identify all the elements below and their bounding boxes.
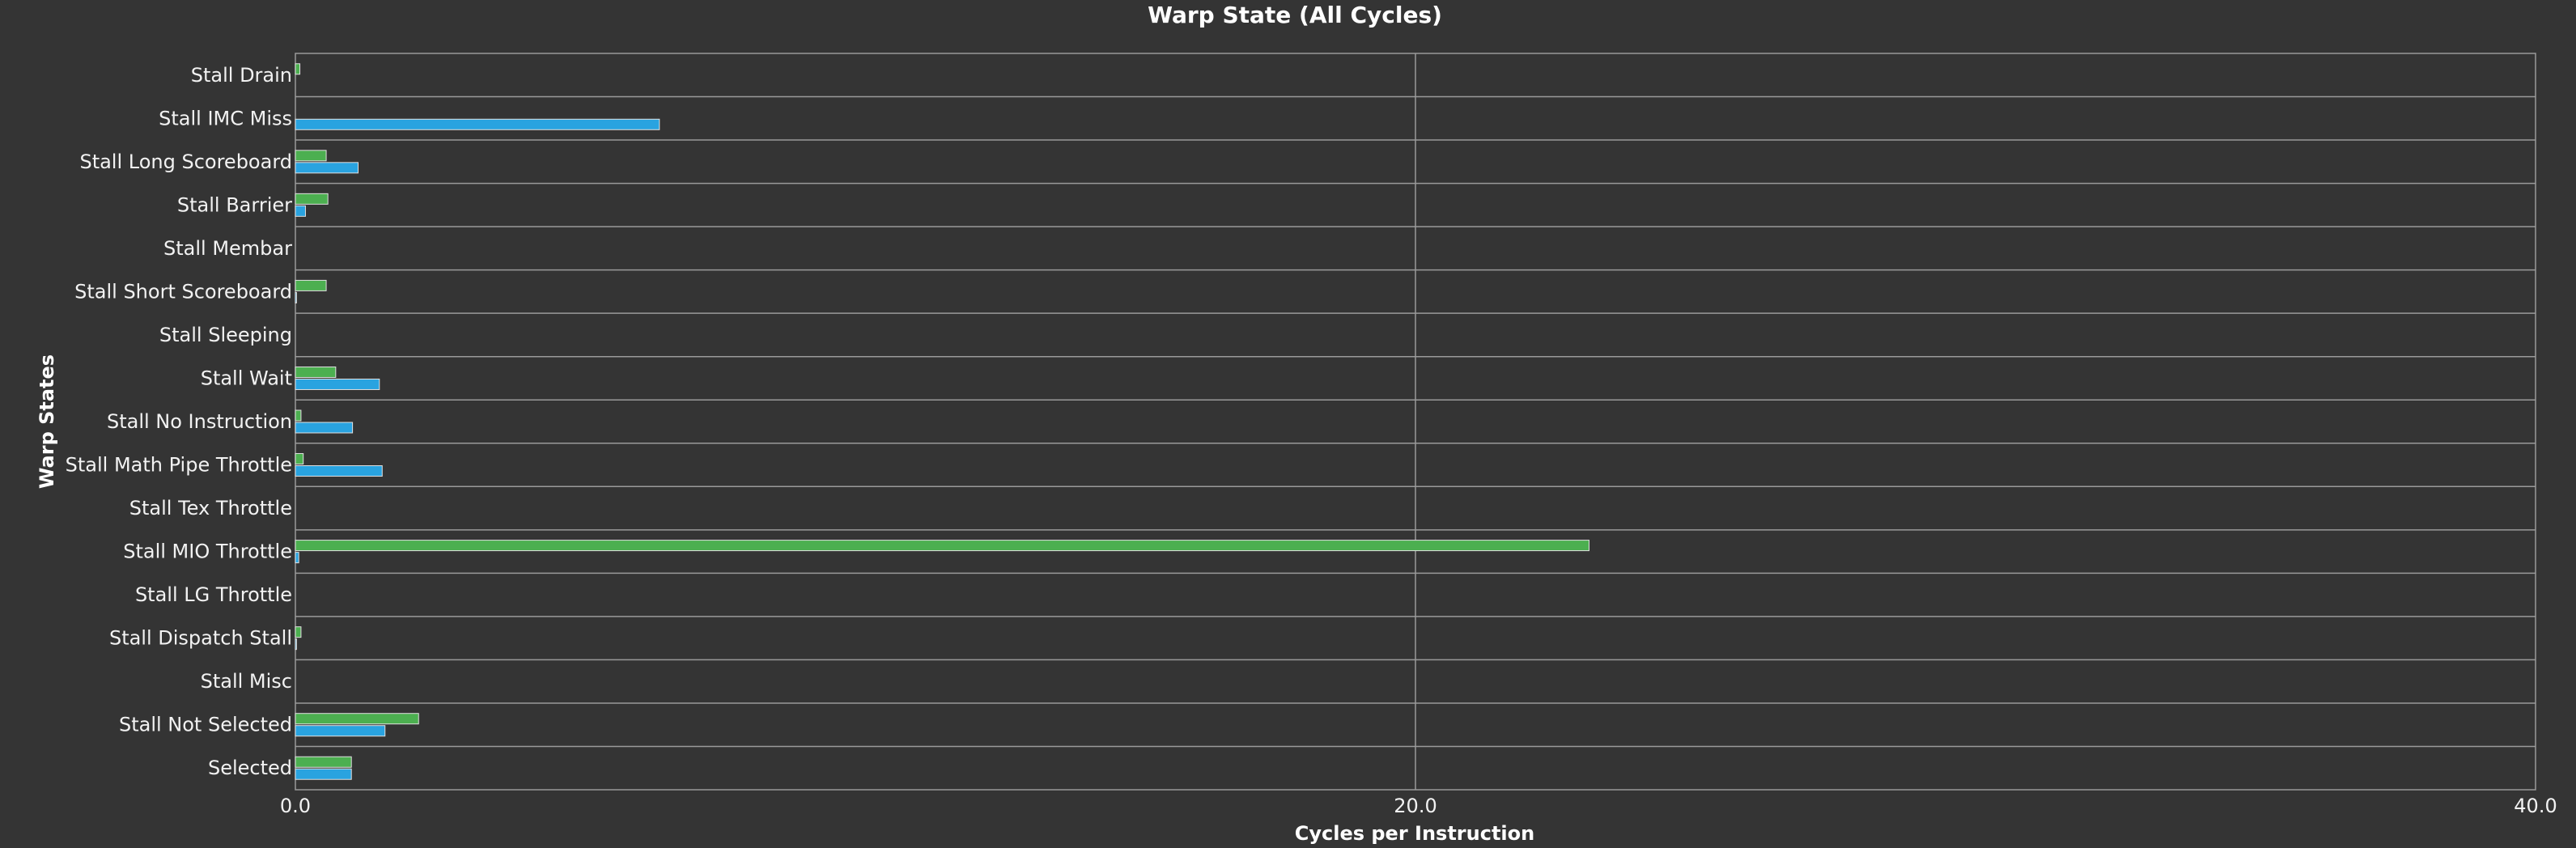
category-label: Stall Sleeping bbox=[159, 324, 292, 346]
category-label: Stall Tex Throttle bbox=[129, 497, 292, 519]
bar-series-2 bbox=[295, 118, 660, 130]
category-label: Stall Long Scoreboard bbox=[79, 151, 292, 173]
bar-series-2 bbox=[295, 162, 359, 174]
bar-series-2 bbox=[295, 205, 306, 217]
category-label: Stall Membar bbox=[163, 237, 292, 260]
category-label: Stall IMC Miss bbox=[159, 107, 292, 129]
category-label: Stall Dispatch Stall bbox=[109, 627, 292, 650]
chart-title: Warp State (All Cycles) bbox=[1148, 2, 1442, 28]
bar-series-1 bbox=[295, 409, 302, 422]
bar-series-2 bbox=[295, 552, 299, 564]
bar-series-1 bbox=[295, 756, 352, 768]
x-tick-label: 0.0 bbox=[280, 795, 311, 817]
x-axis-label: Cycles per Instruction bbox=[1295, 822, 1534, 845]
grid-layer bbox=[295, 53, 2536, 791]
x-tick-label: 40.0 bbox=[2514, 795, 2557, 817]
category-label: Stall MIO Throttle bbox=[123, 541, 292, 563]
bar-series-1 bbox=[295, 193, 329, 205]
bar-series-2 bbox=[295, 465, 383, 477]
labels-layer: Warp State (All Cycles) Cycles per Instr… bbox=[36, 2, 2557, 845]
bar-series-2 bbox=[295, 638, 297, 651]
category-label: Stall Misc bbox=[201, 670, 292, 693]
bar-series-1 bbox=[295, 713, 419, 725]
bar-series-1 bbox=[295, 279, 327, 291]
bar-series-2 bbox=[295, 768, 352, 780]
x-tick-label: 20.0 bbox=[1394, 795, 1437, 817]
bar-series-1 bbox=[295, 63, 301, 75]
category-label: Stall LG Throttle bbox=[135, 583, 292, 606]
bar-series-1 bbox=[295, 540, 1590, 552]
category-label: Stall Wait bbox=[201, 367, 292, 389]
category-label: Stall No Instruction bbox=[107, 410, 292, 433]
bar-series-1 bbox=[295, 453, 304, 465]
bars-layer bbox=[295, 63, 1590, 780]
bar-series-2 bbox=[295, 378, 380, 390]
bar-series-2 bbox=[295, 422, 354, 434]
category-label: Stall Short Scoreboard bbox=[74, 280, 292, 303]
y-axis-label: Warp States bbox=[36, 354, 58, 489]
category-label: Stall Barrier bbox=[177, 193, 292, 216]
category-label: Stall Math Pipe Throttle bbox=[66, 454, 292, 477]
bar-series-2 bbox=[295, 725, 386, 737]
category-label: Selected bbox=[208, 757, 292, 779]
category-label: Stall Not Selected bbox=[119, 714, 292, 736]
bar-series-1 bbox=[295, 626, 302, 638]
bar-series-1 bbox=[295, 366, 337, 378]
bar-series-2 bbox=[295, 291, 297, 303]
bar-series-1 bbox=[295, 150, 327, 162]
category-label: Stall Drain bbox=[191, 64, 292, 87]
